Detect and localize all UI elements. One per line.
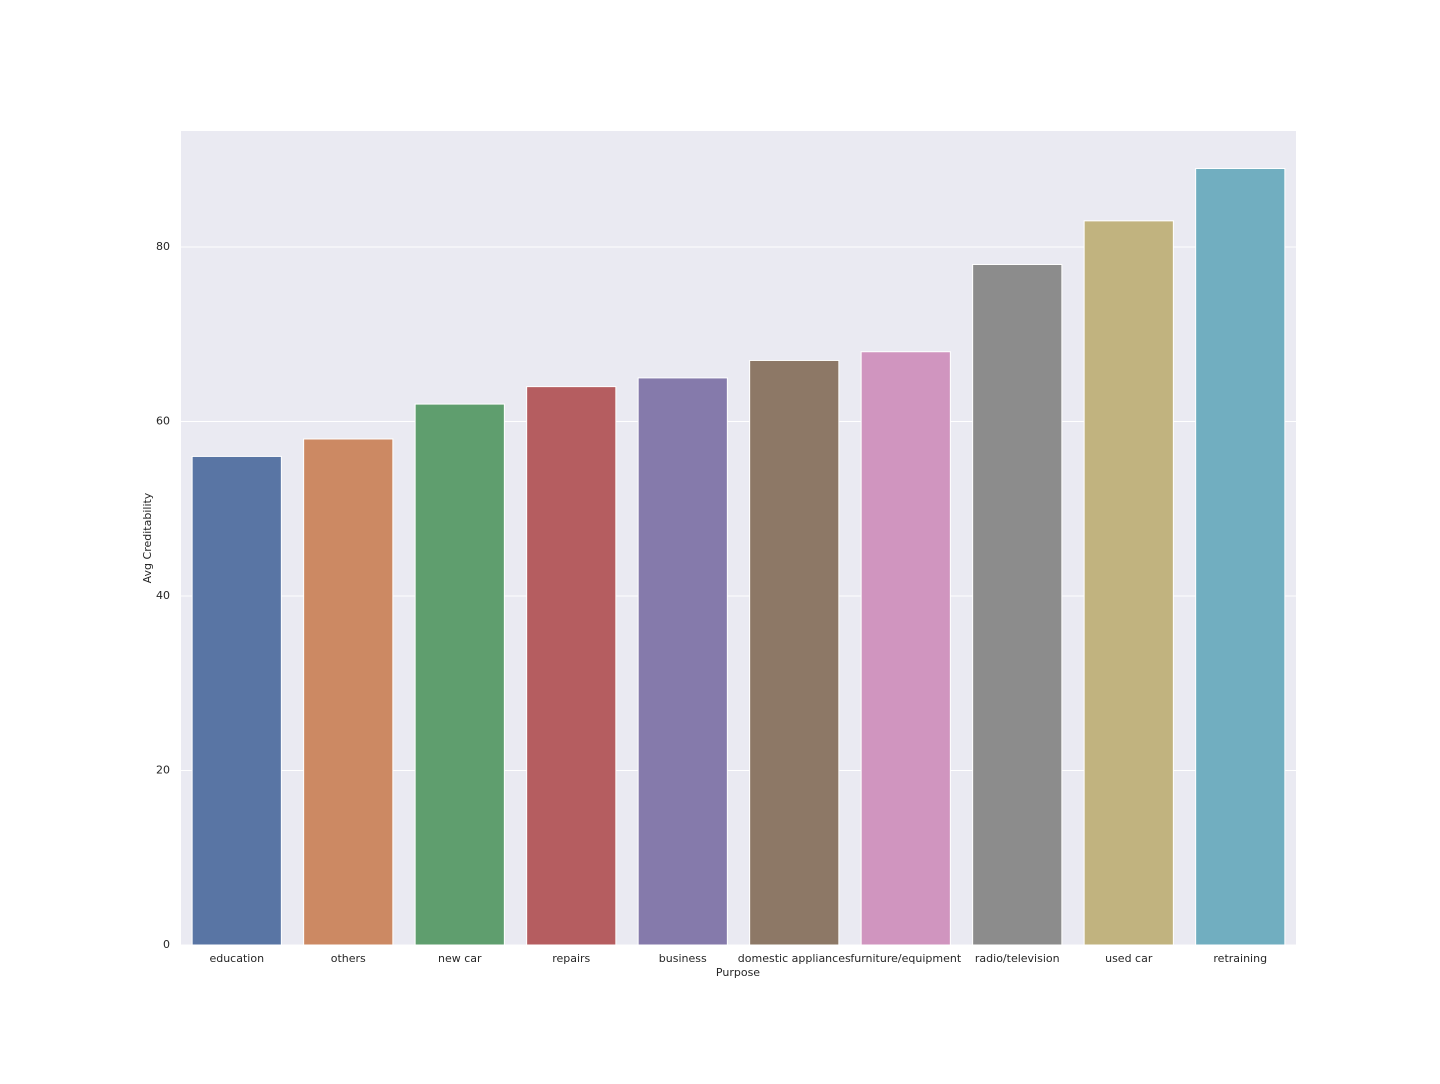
- bar: [637, 377, 728, 946]
- x-tick-label: used car: [1105, 952, 1153, 965]
- x-tick-label: domestic appliances: [738, 952, 851, 965]
- bar: [191, 455, 282, 946]
- x-tick-label: furniture/equipment: [850, 952, 961, 965]
- x-axis-label: Purpose: [716, 966, 760, 979]
- bar: [1195, 168, 1286, 946]
- bar: [972, 263, 1063, 946]
- x-tick-label: business: [659, 952, 707, 965]
- bar: [860, 351, 951, 946]
- x-tick-label: retraining: [1213, 952, 1267, 965]
- y-tick-label: 60: [156, 415, 170, 428]
- bar: [1083, 220, 1174, 946]
- y-tick-label: 20: [156, 764, 170, 777]
- x-tick-label: others: [331, 952, 366, 965]
- y-tick-label: 80: [156, 240, 170, 253]
- bar: [526, 386, 617, 946]
- x-tick-label: education: [209, 952, 264, 965]
- x-tick-label: radio/television: [975, 952, 1060, 965]
- x-tick-label: new car: [438, 952, 482, 965]
- y-tick-label: 40: [156, 589, 170, 602]
- bar: [303, 438, 394, 946]
- bar: [749, 359, 840, 946]
- bar: [414, 403, 505, 946]
- y-axis-label: Avg Creditability: [141, 492, 154, 583]
- y-tick-label: 0: [163, 938, 170, 951]
- x-tick-label: repairs: [552, 952, 590, 965]
